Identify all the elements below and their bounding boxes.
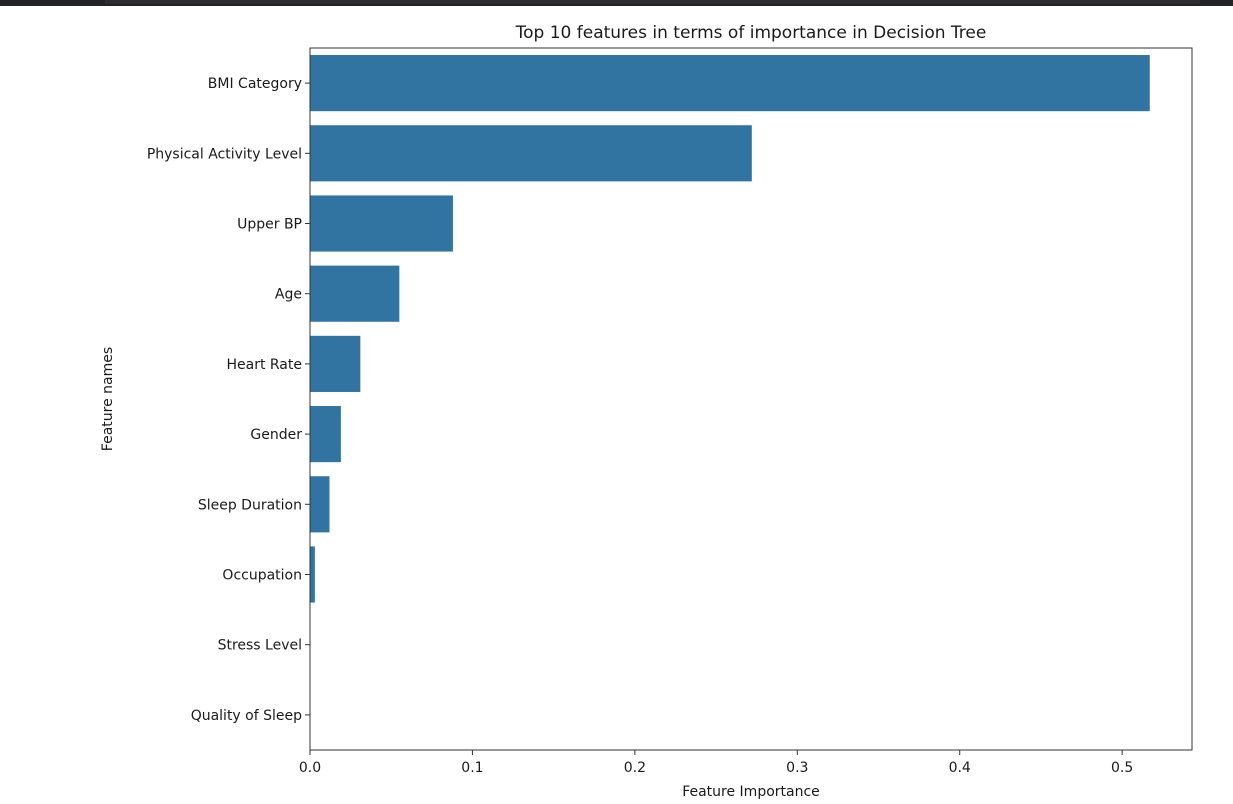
y-tick-label: Physical Activity Level bbox=[147, 146, 302, 162]
chart-title: Top 10 features in terms of importance i… bbox=[515, 23, 987, 43]
x-tick-label: 0.4 bbox=[949, 760, 971, 776]
x-axis-title: Feature Importance bbox=[682, 784, 820, 800]
bar bbox=[310, 476, 330, 533]
bars-layer bbox=[310, 55, 1150, 603]
y-tick-label: Quality of Sleep bbox=[191, 708, 302, 724]
x-tick-label: 0.5 bbox=[1111, 760, 1133, 776]
y-tick-label: Heart Rate bbox=[226, 357, 302, 373]
y-tick-label: Occupation bbox=[222, 568, 302, 584]
bar bbox=[310, 406, 341, 463]
y-tick-label: Gender bbox=[250, 427, 302, 443]
bar bbox=[310, 55, 1150, 112]
bar bbox=[310, 265, 400, 322]
plot-frame bbox=[309, 47, 1193, 751]
x-tick-label: 0.2 bbox=[624, 760, 646, 776]
ticks-layer: BMI Category Physical Activity Level Upper… bbox=[147, 76, 1133, 776]
window-top-bar-accent bbox=[105, 0, 1200, 4]
x-tick-label: 0.0 bbox=[299, 760, 321, 776]
y-tick-label: Stress Level bbox=[218, 638, 302, 654]
x-tick-label: 0.1 bbox=[461, 760, 483, 776]
bar bbox=[310, 125, 752, 182]
bar bbox=[310, 335, 361, 392]
y-axis-title: Feature names bbox=[100, 347, 116, 451]
y-tick-label: Upper BP bbox=[237, 217, 302, 233]
x-tick-label: 0.3 bbox=[786, 760, 808, 776]
bar bbox=[310, 195, 453, 252]
y-tick-label: Age bbox=[275, 287, 302, 303]
y-tick-label: BMI Category bbox=[208, 76, 302, 92]
bar bbox=[310, 546, 315, 603]
y-tick-label: Sleep Duration bbox=[198, 497, 302, 513]
